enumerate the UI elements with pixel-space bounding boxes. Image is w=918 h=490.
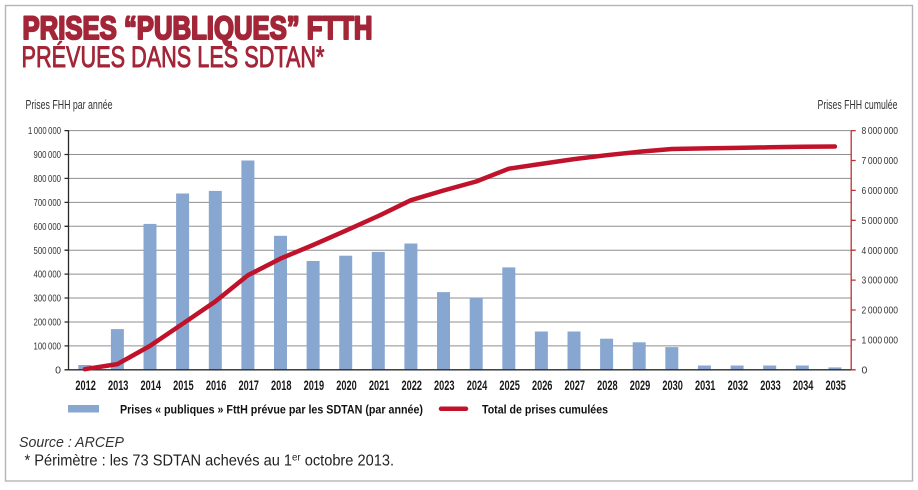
svg-text:500 000: 500 000: [34, 245, 62, 257]
svg-text:2012: 2012: [75, 377, 96, 393]
svg-text:2014: 2014: [141, 377, 162, 393]
svg-text:2031: 2031: [695, 377, 716, 393]
svg-text:800 000: 800 000: [34, 173, 62, 185]
svg-text:2020: 2020: [336, 377, 357, 393]
svg-text:Total de prises cumulées: Total de prises cumulées: [482, 402, 608, 416]
svg-text:Prises FHH par année: Prises FHH par année: [26, 98, 113, 112]
svg-text:700 000: 700 000: [34, 197, 62, 209]
svg-text:2 000 000: 2 000 000: [862, 305, 899, 317]
svg-text:2018: 2018: [271, 377, 292, 393]
svg-text:Source : ARCEP: Source : ARCEP: [19, 435, 124, 451]
svg-text:2026: 2026: [532, 377, 553, 393]
svg-text:8 000 000: 8 000 000: [862, 125, 899, 137]
svg-text:2029: 2029: [630, 377, 651, 393]
svg-text:2021: 2021: [369, 377, 390, 393]
svg-text:2015: 2015: [173, 377, 194, 393]
svg-text:5 000 000: 5 000 000: [862, 215, 899, 227]
svg-text:2016: 2016: [206, 377, 227, 393]
svg-text:PRÉVUES DANS LES SDTAN*: PRÉVUES DANS LES SDTAN*: [22, 41, 325, 74]
svg-text:4 000 000: 4 000 000: [862, 245, 899, 257]
svg-text:2017: 2017: [238, 377, 259, 393]
svg-text:* Périmètre : les 73 SDTAN ach: * Périmètre : les 73 SDTAN achevés au 1e…: [25, 452, 395, 470]
svg-text:2027: 2027: [565, 377, 586, 393]
svg-text:2030: 2030: [662, 377, 683, 393]
svg-text:2033: 2033: [760, 377, 781, 393]
svg-text:0: 0: [55, 364, 61, 376]
svg-text:0: 0: [862, 364, 868, 376]
svg-text:2028: 2028: [597, 377, 618, 393]
svg-text:100 000: 100 000: [34, 341, 62, 353]
svg-text:900 000: 900 000: [34, 149, 62, 161]
svg-text:2024: 2024: [467, 377, 488, 393]
svg-text:Prises « publiques » FttH prév: Prises « publiques » FttH prévue par les…: [120, 402, 423, 416]
svg-text:PRISES “PUBLIQUES” FTTH: PRISES “PUBLIQUES” FTTH: [23, 10, 373, 46]
svg-text:2013: 2013: [108, 377, 129, 393]
svg-text:2023: 2023: [434, 377, 455, 393]
svg-text:2034: 2034: [793, 377, 814, 393]
svg-text:3 000 000: 3 000 000: [862, 275, 899, 287]
svg-text:2035: 2035: [825, 377, 846, 393]
svg-text:2032: 2032: [728, 377, 749, 393]
svg-text:400 000: 400 000: [34, 269, 62, 281]
svg-text:Prises FHH cumulée: Prises FHH cumulée: [818, 98, 898, 112]
svg-text:200 000: 200 000: [34, 317, 62, 329]
svg-text:300 000: 300 000: [34, 293, 62, 305]
svg-text:7 000 000: 7 000 000: [862, 155, 899, 167]
svg-text:1 000 000: 1 000 000: [862, 335, 899, 347]
svg-text:2022: 2022: [401, 377, 422, 393]
svg-text:2025: 2025: [499, 377, 520, 393]
svg-text:600 000: 600 000: [34, 221, 62, 233]
svg-text:1 000 000: 1 000 000: [28, 125, 61, 137]
svg-text:6 000 000: 6 000 000: [862, 185, 899, 197]
svg-text:2019: 2019: [304, 377, 325, 393]
